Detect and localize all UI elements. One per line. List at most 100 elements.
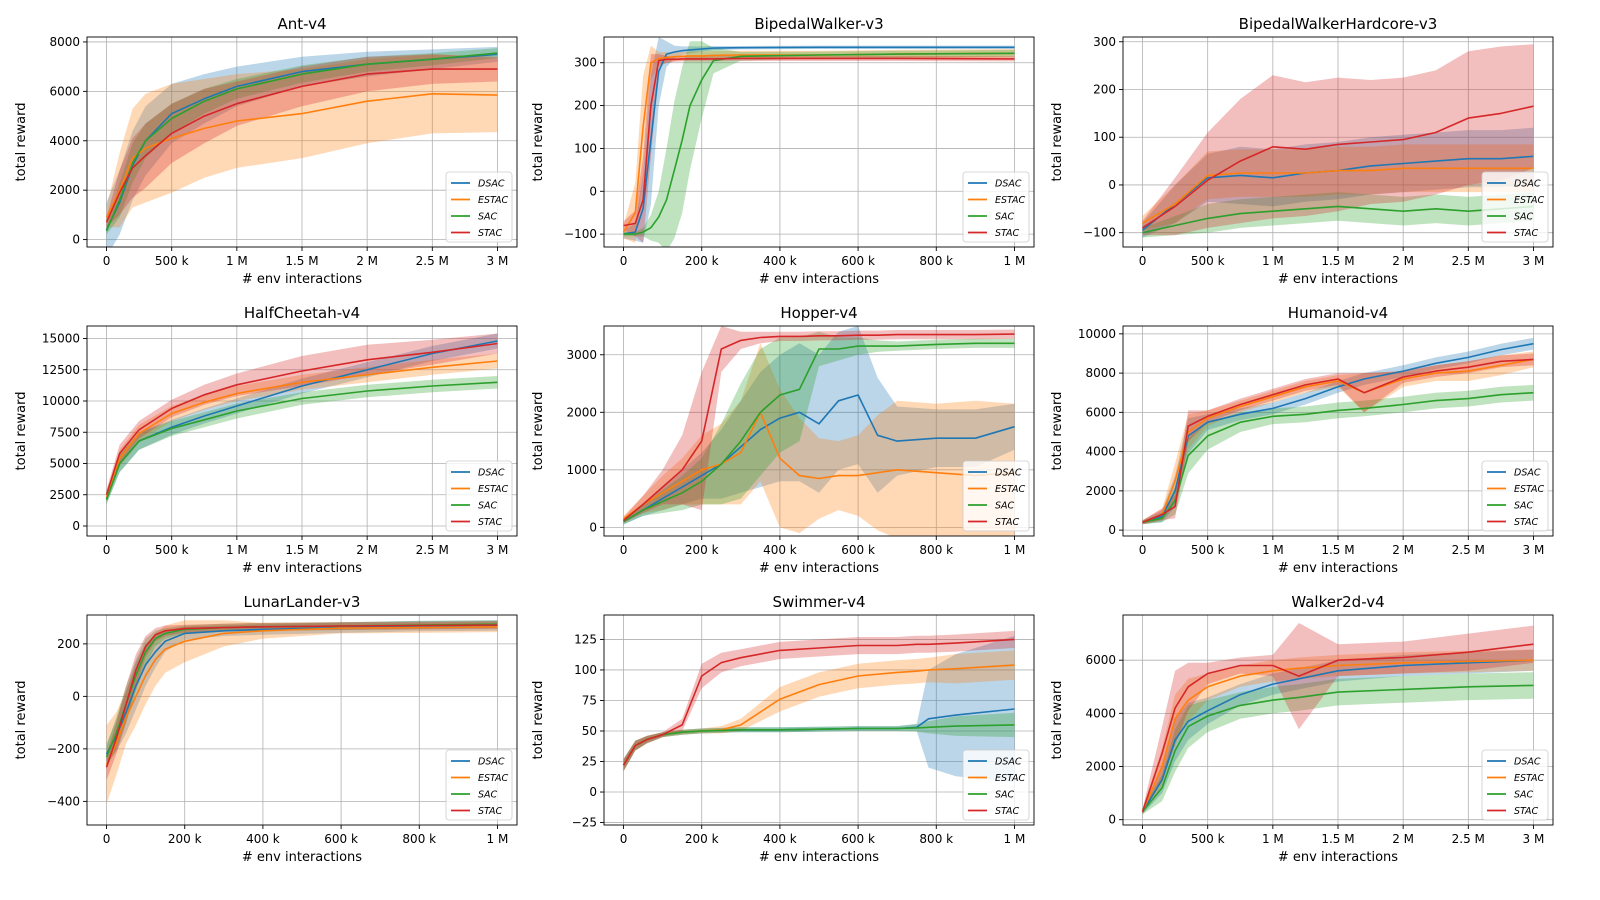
chart-title: Swimmer-v4 (772, 593, 865, 611)
y-tick-label: 0 (589, 785, 597, 799)
legend-label-estac: ESTAC (1514, 484, 1544, 495)
series-line-stac (105, 342, 498, 496)
x-tick-label: 800 k (919, 543, 953, 557)
y-tick-label: 100 (574, 141, 597, 155)
y-tick-label: 50 (582, 724, 597, 738)
y-tick-label: 12500 (42, 363, 80, 377)
series-line-estac (105, 93, 498, 218)
y-tick-label: 200 (574, 99, 597, 113)
x-tick-label: 800 k (919, 254, 953, 268)
x-axis-label: # env interactions (242, 272, 362, 287)
legend-label-sac: SAC (1514, 501, 1534, 512)
legend-label-dsac: DSAC (1514, 468, 1541, 479)
chart-title: Hopper-v4 (780, 304, 857, 322)
chart-title: Walker2d-v4 (1291, 593, 1384, 611)
x-axis-label: # env interactions (759, 850, 879, 865)
series-line-stac (622, 638, 1015, 766)
y-tick-label: 0 (589, 520, 597, 534)
plot-area (1141, 623, 1534, 815)
chart-humanoid-v4: 0 500 k 1 M 1.5 M 2 M 2.5 M 3 M 0 2000 4000 6000 80… (1050, 304, 1554, 576)
y-tick-label: 6000 (49, 84, 80, 98)
x-axis-label: # env interactions (1278, 272, 1398, 287)
y-axis-label: total reward (14, 392, 29, 471)
y-tick-label: 100 (1093, 130, 1116, 144)
chart-title: LunarLander-v3 (244, 593, 361, 611)
legend-label-stac: STAC (995, 806, 1019, 817)
band-dsac (1142, 127, 1534, 238)
band-sac (1142, 672, 1534, 815)
y-tick-label: 2000 (49, 183, 80, 197)
legend-label-estac: ESTAC (995, 484, 1025, 495)
legend-box (1481, 749, 1549, 821)
chart-title: Ant-v4 (277, 15, 326, 33)
y-tick-label: 0 (1108, 813, 1116, 827)
series-line-dsac (1142, 342, 1534, 524)
chart-halfcheetah-v4: 0 500 k 1 M 1.5 M 2 M 2.5 M 3 M 0 2500 5000 7500 10… (14, 304, 518, 576)
y-tick-label: 10000 (42, 394, 80, 408)
axes-frame (603, 614, 1035, 826)
legend-box (445, 749, 513, 821)
legend-label-sac: SAC (478, 501, 498, 512)
axes-frame (86, 614, 518, 826)
legend-label-stac: STAC (478, 517, 502, 528)
legend-label-dsac: DSAC (478, 468, 505, 479)
x-tick-label: 0 (1139, 832, 1147, 846)
series-line-stac (1142, 358, 1534, 524)
x-tick-label: 800 k (402, 832, 436, 846)
chart-title: BipedalWalkerHardcore-v3 (1239, 15, 1438, 33)
y-tick-label: 0 (1108, 523, 1116, 537)
x-tick-label: 200 k (685, 254, 719, 268)
x-tick-label: 2.5 M (1452, 254, 1485, 268)
y-tick-label: 200 (57, 637, 80, 651)
legend-label-stac: STAC (995, 228, 1019, 239)
x-tick-label: 2.5 M (1452, 832, 1485, 846)
legend-label-dsac: DSAC (995, 179, 1022, 190)
x-tick-label: 500 k (1191, 543, 1225, 557)
y-axis-label: total reward (14, 103, 29, 182)
x-tick-label: 200 k (685, 832, 719, 846)
legend-label-sac: SAC (478, 790, 498, 801)
series-line-stac (1142, 105, 1534, 229)
series-line-sac (1142, 391, 1534, 524)
plot-area (1142, 337, 1534, 525)
legend-label-dsac: DSAC (995, 757, 1022, 768)
series-line-estac (105, 360, 498, 498)
x-tick-label: 0 (620, 543, 628, 557)
chart-hopper-v4: 0 200 k 400 k 600 k 800 k 1 M 0 1000 2000 3000 Hop… (531, 304, 1035, 576)
legend-label-stac: STAC (478, 228, 502, 239)
x-tick-label: 1 M (1262, 254, 1284, 268)
y-tick-label: 2000 (1085, 760, 1116, 774)
y-tick-label: 100 (574, 663, 597, 677)
x-tick-label: 600 k (841, 832, 875, 846)
legend-label-dsac: DSAC (1514, 179, 1541, 190)
axes-frame (603, 325, 1035, 537)
legend-label-dsac: DSAC (995, 468, 1022, 479)
band-stac (106, 621, 498, 781)
x-tick-label: 200 k (168, 832, 202, 846)
y-tick-label: 125 (574, 632, 597, 646)
y-tick-label: 2000 (566, 405, 597, 419)
legend: DSAC ESTAC SAC STAC (1481, 749, 1549, 821)
band-dsac (623, 326, 1015, 525)
y-tick-label: 300 (574, 56, 597, 70)
legend-box (962, 749, 1030, 821)
chart-title: Humanoid-v4 (1288, 304, 1388, 322)
legend-label-sac: SAC (1514, 212, 1534, 223)
band-sac (106, 48, 498, 235)
y-axis-label: total reward (1050, 681, 1065, 760)
plot-area (105, 620, 498, 804)
series-line-sac (105, 381, 498, 501)
chart-walker2d-v4: 0 500 k 1 M 1.5 M 2 M 2.5 M 3 M 0 2000 4000 6000 Wa… (1050, 593, 1554, 865)
legend-label-estac: ESTAC (1514, 773, 1544, 784)
plot-area (105, 46, 498, 247)
y-tick-label: 25 (582, 755, 597, 769)
legend-box (962, 460, 1030, 532)
legend-label-stac: STAC (478, 806, 502, 817)
y-tick-label: −200 (47, 742, 80, 756)
x-tick-label: 0 (103, 543, 111, 557)
x-tick-label: 1.5 M (1321, 254, 1354, 268)
legend-box (445, 171, 513, 243)
band-sac (623, 41, 1015, 247)
plot-area (105, 333, 498, 505)
